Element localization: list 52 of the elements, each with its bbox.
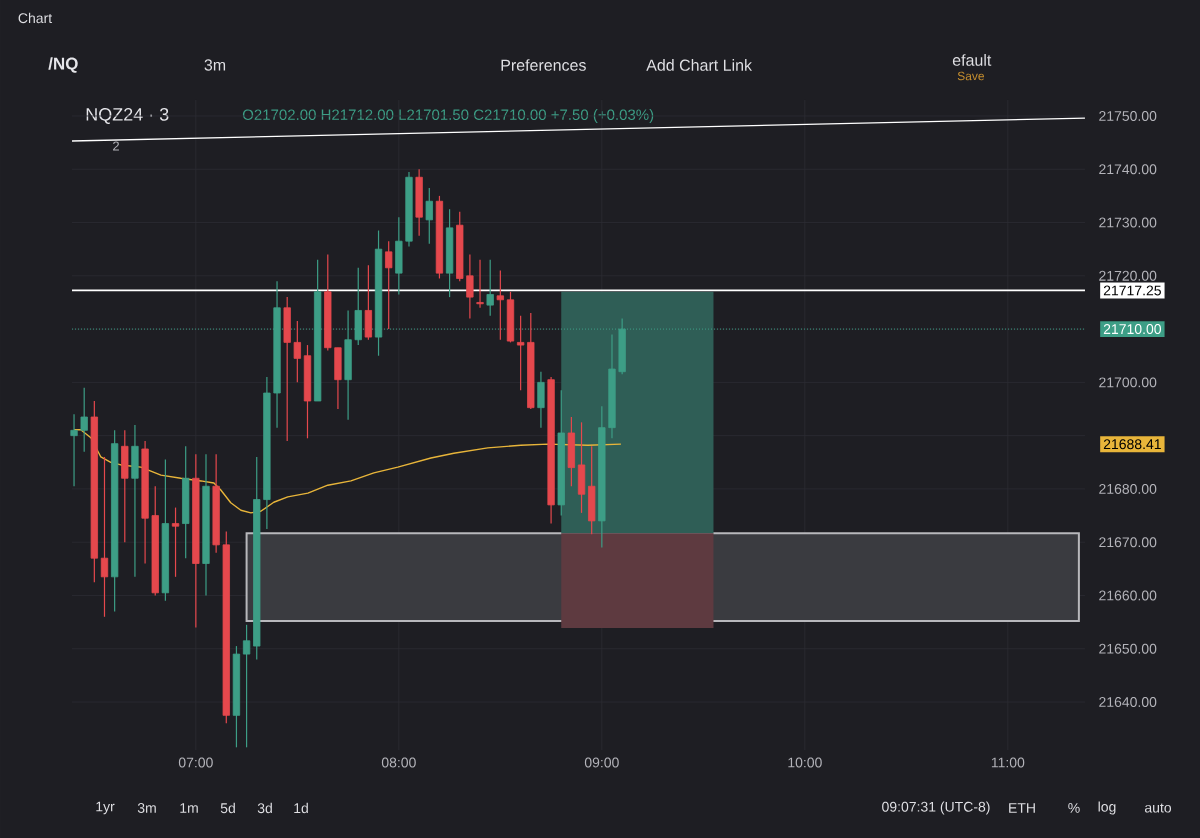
text: Preferences (501, 59, 586, 71)
y-tick-label: 21670.00 (1099, 537, 1157, 548)
chart-title: NQZ24 · 3 (86, 108, 169, 124)
candlestick (293, 320, 301, 383)
candlestick (496, 269, 504, 341)
text: O21702.00 H21712.00 L21701.50 C21710.00 +7.50 (+0.03%) (242, 109, 654, 123)
candlestick (171, 506, 180, 578)
candlestick (100, 456, 109, 618)
y-tick-label: 21730.00 (1099, 217, 1157, 228)
ref-line-label: 21717.25 (1103, 285, 1161, 296)
x-tick-label: 10:00 (788, 757, 822, 768)
candlestick (242, 624, 251, 748)
text: ETH (1009, 803, 1035, 813)
text: 09:07:31 (UTC-8) (882, 801, 990, 815)
y-tick-label: 21660.00 (1099, 590, 1157, 601)
text: 21688.41 (1103, 439, 1161, 450)
candlestick (70, 413, 78, 487)
text: 3m (137, 803, 156, 813)
candlestick (425, 187, 433, 245)
y-tick-label: 21740.00 (1099, 164, 1157, 175)
candlestick (385, 240, 393, 330)
text: 1yr (96, 801, 115, 815)
text: /NQ (48, 57, 78, 73)
text: 3m (204, 59, 226, 71)
text: auto (1144, 803, 1172, 813)
text: 5d (220, 802, 235, 814)
text: 1m (180, 803, 198, 813)
x-tick-label: 08:00 (381, 757, 416, 768)
y-tick-label: 21640.00 (1099, 697, 1157, 707)
text: % (1068, 803, 1080, 813)
x-tick-label: 11:00 (991, 757, 1025, 768)
x-tick-label: 09:00 (584, 757, 619, 768)
text: efault (952, 54, 992, 66)
candlestick (476, 259, 484, 309)
y-tick-label: 21700.00 (1099, 377, 1157, 388)
annotation: 2 (113, 141, 119, 151)
y-tick-label: 21650.00 (1099, 643, 1157, 654)
text: Add Chart Link (646, 59, 753, 71)
candlestick (80, 387, 88, 453)
text: 1d (294, 802, 308, 814)
text: log (1098, 801, 1116, 815)
x-tick-label: 07:00 (178, 757, 213, 768)
text: Chart (18, 12, 53, 24)
text: Save (957, 71, 985, 81)
text: 3d (257, 802, 272, 814)
y-tick-label: 21720.00 (1099, 270, 1157, 281)
candlestick (466, 253, 474, 320)
candlestick (486, 259, 494, 317)
ref-line-label: 21710.00 (1103, 324, 1162, 335)
y-tick-label: 21680.00 (1099, 483, 1157, 494)
candlestick (516, 315, 525, 391)
y-tick-label: 21750.00 (1099, 111, 1157, 121)
